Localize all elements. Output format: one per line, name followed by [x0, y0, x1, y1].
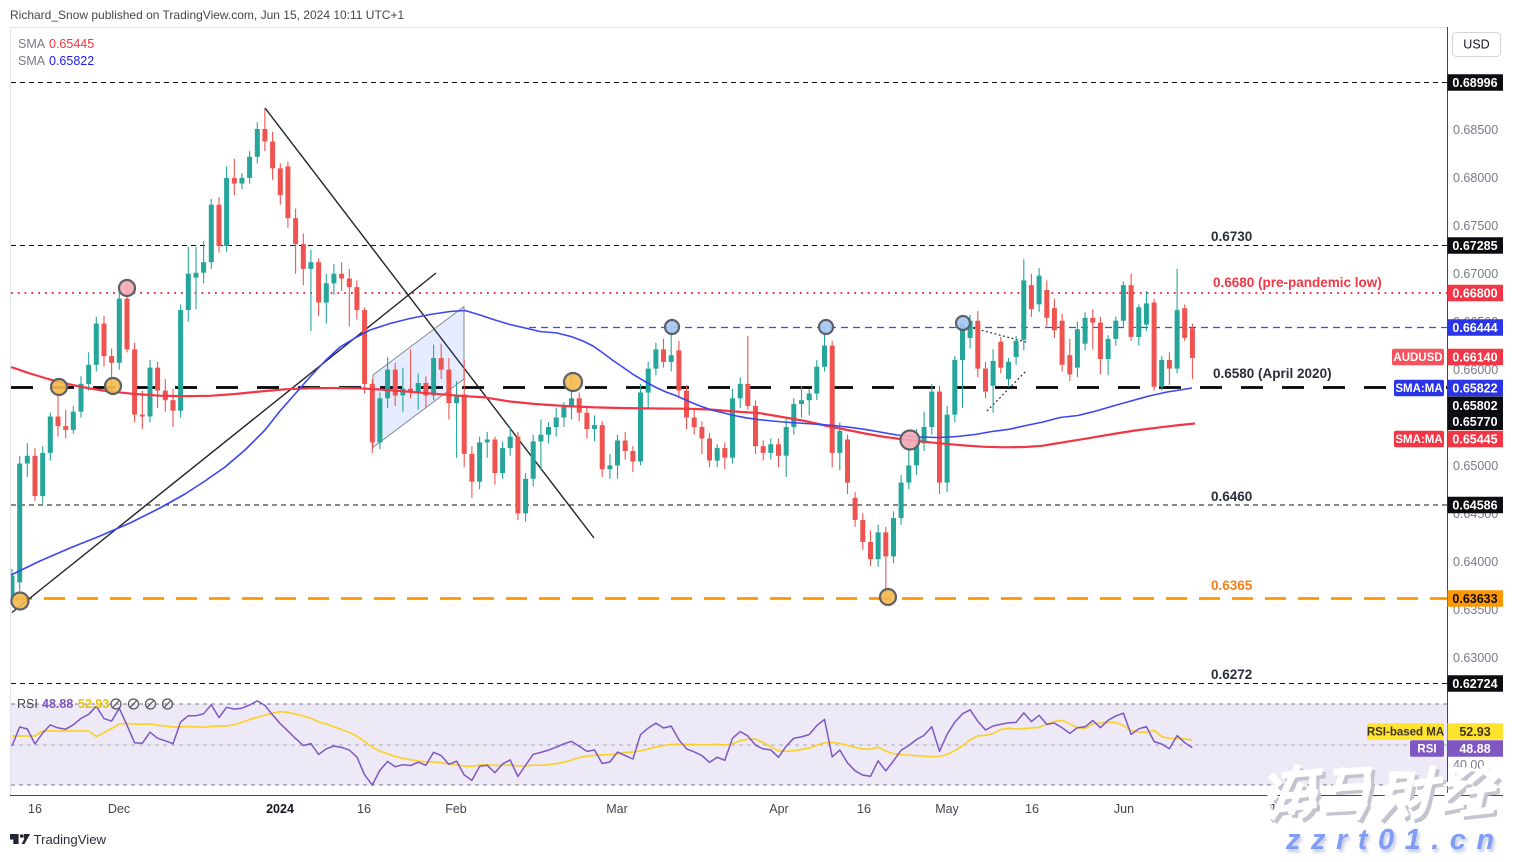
svg-text:0.65445: 0.65445 — [49, 37, 94, 51]
svg-text:0.65770: 0.65770 — [1452, 415, 1497, 429]
svg-text:0.63633: 0.63633 — [1452, 592, 1497, 606]
svg-text:Dec: Dec — [108, 802, 130, 816]
svg-text:0.6272: 0.6272 — [1211, 667, 1252, 682]
svg-text:TradingView: TradingView — [34, 832, 107, 847]
svg-text:0.66444: 0.66444 — [1452, 321, 1497, 335]
svg-text:0.67285: 0.67285 — [1452, 239, 1497, 253]
svg-text:Feb: Feb — [445, 802, 467, 816]
svg-text:Mar: Mar — [606, 802, 628, 816]
svg-text:0.64000: 0.64000 — [1453, 555, 1498, 569]
svg-text:Apr: Apr — [769, 802, 788, 816]
svg-text:0.62724: 0.62724 — [1452, 677, 1497, 691]
svg-text:SMA:MA: SMA:MA — [1395, 434, 1442, 446]
svg-text:0.66000: 0.66000 — [1453, 363, 1498, 377]
svg-text:AUDUSD: AUDUSD — [1393, 352, 1442, 364]
svg-text:0.65802: 0.65802 — [1452, 399, 1497, 413]
svg-text:Jun: Jun — [1114, 802, 1134, 816]
svg-text:52.93: 52.93 — [78, 697, 109, 711]
svg-text:48.88: 48.88 — [42, 697, 73, 711]
svg-text:0.6365: 0.6365 — [1211, 578, 1253, 593]
svg-text:SMA: SMA — [18, 54, 46, 68]
svg-text:52.93: 52.93 — [1459, 725, 1490, 739]
svg-text:SMA: SMA — [18, 37, 46, 51]
svg-text:0.66800: 0.66800 — [1452, 286, 1497, 300]
svg-text:RSI: RSI — [17, 697, 38, 711]
svg-text:0.65445: 0.65445 — [1452, 432, 1497, 446]
svg-text:May: May — [935, 802, 959, 816]
svg-text:16: 16 — [357, 802, 371, 816]
svg-text:0.6680 (pre-pandemic low): 0.6680 (pre-pandemic low) — [1213, 275, 1382, 290]
svg-text:USD: USD — [1463, 38, 1489, 52]
svg-text:0.68500: 0.68500 — [1453, 123, 1498, 137]
svg-text:0.63000: 0.63000 — [1453, 651, 1498, 665]
svg-text:16: 16 — [857, 802, 871, 816]
svg-text:48.88: 48.88 — [1459, 742, 1490, 756]
svg-text:0.64586: 0.64586 — [1452, 498, 1497, 512]
svg-text:SMA:MA: SMA:MA — [1395, 383, 1442, 395]
svg-text:2024: 2024 — [266, 802, 294, 816]
svg-text:0.65000: 0.65000 — [1453, 459, 1498, 473]
svg-text:0.65822: 0.65822 — [49, 54, 94, 68]
svg-text:16: 16 — [28, 802, 42, 816]
svg-text:0.6460: 0.6460 — [1211, 489, 1252, 504]
svg-text:0.6580 (April 2020): 0.6580 (April 2020) — [1213, 366, 1332, 381]
svg-text:0.66140: 0.66140 — [1452, 350, 1497, 364]
svg-text:16: 16 — [1025, 802, 1039, 816]
svg-text:0.68996: 0.68996 — [1452, 76, 1497, 90]
svg-text:0.67500: 0.67500 — [1453, 219, 1498, 233]
svg-text:0.65822: 0.65822 — [1452, 381, 1497, 395]
svg-text:0.67000: 0.67000 — [1453, 267, 1498, 281]
svg-text:RSI-based MA: RSI-based MA — [1367, 727, 1444, 739]
svg-text:RSI: RSI — [1417, 744, 1436, 756]
svg-text:0.68000: 0.68000 — [1453, 171, 1498, 185]
svg-text:Richard_Snow published on Trad: Richard_Snow published on TradingView.co… — [10, 8, 404, 22]
svg-text:0.6730: 0.6730 — [1211, 229, 1252, 244]
